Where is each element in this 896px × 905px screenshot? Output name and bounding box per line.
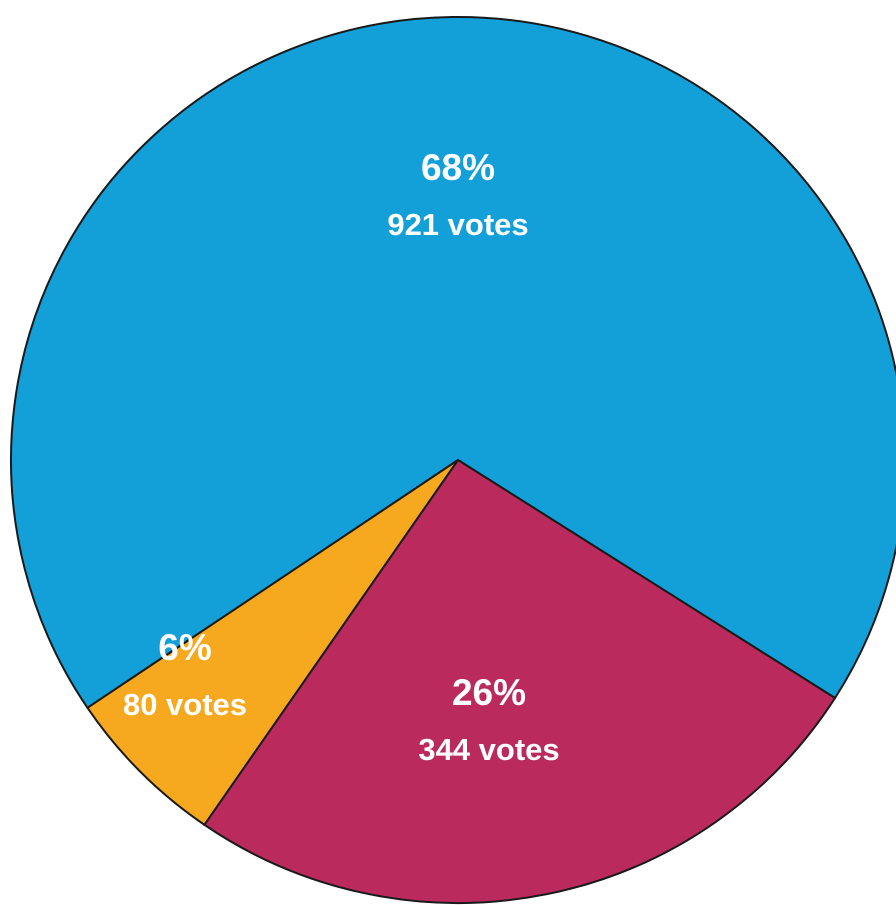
labels-layer: 68% 921 votes 26% 344 votes 6% 80 votes — [123, 147, 560, 767]
pie-slice — [86, 459, 459, 826]
slices-layer — [10, 16, 896, 904]
pie-slice — [10, 16, 896, 709]
slice-votes-label: 344 votes — [418, 732, 559, 767]
slice-percent-label: 6% — [158, 627, 211, 668]
pie-slice — [203, 459, 836, 904]
slice-votes-label: 921 votes — [387, 207, 528, 242]
slice-votes-label: 80 votes — [123, 687, 247, 722]
slice-percent-label: 68% — [421, 147, 495, 188]
slice-percent-label: 26% — [452, 672, 526, 713]
